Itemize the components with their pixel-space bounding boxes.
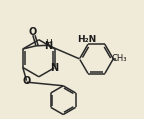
Text: H₂N: H₂N	[77, 35, 96, 44]
Text: CH₃: CH₃	[111, 54, 127, 63]
Text: O: O	[23, 76, 31, 86]
Text: N: N	[50, 63, 59, 73]
Text: O: O	[29, 27, 37, 37]
Text: H: H	[45, 39, 52, 48]
Text: N: N	[44, 41, 52, 51]
